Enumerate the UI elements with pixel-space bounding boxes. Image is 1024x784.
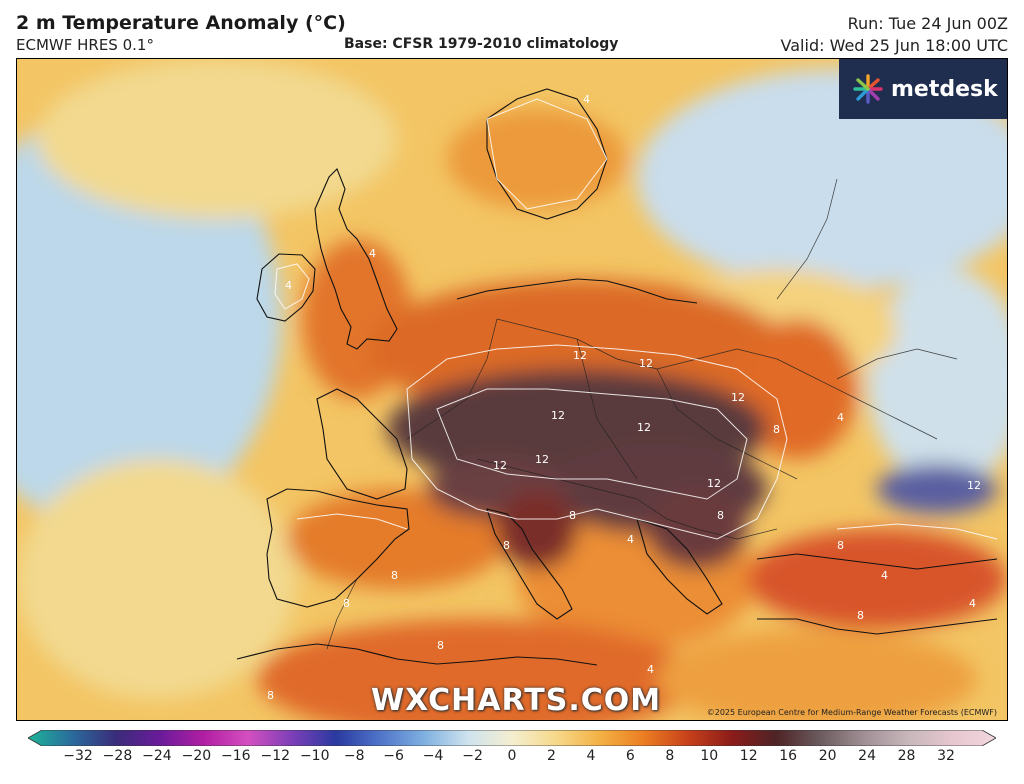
- colorbar-tick: 6: [625, 748, 635, 764]
- metdesk-logo[interactable]: metdesk: [839, 59, 1007, 119]
- anomaly-map[interactable]: 12 12 12 12 12 12 12 12 12 8 8 8 8 8 8 8…: [16, 58, 1008, 721]
- contour-label: 8: [391, 569, 398, 582]
- iberia-coast: [266, 488, 410, 608]
- north-africa-coast: [236, 643, 598, 666]
- contour-label: 12: [551, 409, 565, 422]
- italy-coast: [486, 508, 573, 620]
- wxcharts-watermark: WXCHARTS.COM: [371, 683, 662, 718]
- turkey-north-coast: [756, 553, 998, 570]
- contour-label: 12: [535, 453, 549, 466]
- turkey-south-coast: [757, 618, 998, 635]
- contour-label: 4: [369, 247, 376, 260]
- run-time-label: Run: Tue 24 Jun 00Z: [847, 14, 1008, 33]
- colorbar-tick: 10: [700, 748, 719, 764]
- colorbar-tick: 4: [586, 748, 596, 764]
- colorbar-tick: 2: [546, 748, 556, 764]
- chart-title: 2 m Temperature Anomaly (°C): [16, 12, 346, 34]
- contour-label: 12: [967, 479, 981, 492]
- colorbar-tick: 12: [739, 748, 758, 764]
- colorbar-tick: −28: [102, 748, 133, 764]
- model-label: ECMWF HRES 0.1°: [16, 36, 154, 54]
- colorbar-tick: 24: [858, 748, 876, 764]
- metdesk-logo-text: metdesk: [891, 76, 998, 102]
- contour-label: 12: [573, 349, 587, 362]
- balkans-coast: [636, 518, 723, 615]
- contour-label: 12: [707, 477, 721, 490]
- colorbar-tick: −8: [343, 748, 365, 764]
- colorbar-tick: −6: [383, 748, 404, 764]
- contour-label: 8: [437, 639, 444, 652]
- contour-label: 12: [731, 391, 745, 404]
- colorbar-tick-labels: −32 −28 −24 −20 −16 −12 −10 −8 −6 −4 −2 0 2 4 6 8 10 12 16…: [0, 748, 1024, 772]
- base-climatology-label: Base: CFSR 1979-2010 climatology: [344, 36, 619, 52]
- contour-label: 8: [717, 509, 724, 522]
- contour-label: 8: [857, 609, 864, 622]
- contour-label: 4: [583, 93, 590, 106]
- colorbar-tick: 16: [779, 748, 798, 764]
- contour-label-layer: 12 12 12 12 12 12 12 12 12 8 8 8 8 8 8 8…: [267, 93, 981, 702]
- contour-label: 8: [343, 597, 350, 610]
- valid-time-label: Valid: Wed 25 Jun 18:00 UTC: [780, 36, 1008, 55]
- contour-label: 4: [647, 663, 654, 676]
- colorbar-tick: −12: [260, 748, 291, 764]
- contour-label: 12: [637, 421, 651, 434]
- contour-label: 8: [267, 689, 274, 702]
- colorbar-tick: −4: [422, 748, 444, 764]
- country-borders: [326, 178, 958, 650]
- colorbar-tick: 28: [897, 748, 916, 764]
- contour-label: 4: [837, 411, 844, 424]
- contour-label: 4: [285, 279, 292, 292]
- colorbar-tick: −20: [181, 748, 212, 764]
- contour-label: 8: [569, 509, 576, 522]
- contour-label: 12: [639, 357, 653, 370]
- colorbar-tick: 0: [507, 748, 517, 764]
- colorbar-tick: −32: [63, 748, 93, 764]
- north-coast: [456, 278, 698, 304]
- france-west-coast: [316, 388, 408, 500]
- colorbar-tick: −2: [462, 748, 483, 764]
- contour-label: 8: [773, 423, 780, 436]
- contour-label: 4: [881, 569, 888, 582]
- ecmwf-copyright: ©2025 European Centre for Medium-Range W…: [706, 708, 997, 717]
- colorbar-tick: −24: [142, 748, 172, 764]
- contour-label: 12: [493, 459, 507, 472]
- map-canvas: 12 12 12 12 12 12 12 12 12 8 8 8 8 8 8 8…: [17, 59, 1007, 720]
- colorbar-tick: −16: [221, 748, 251, 764]
- contour-label: 8: [503, 539, 510, 552]
- contour-label: 8: [837, 539, 844, 552]
- colorbar-bar: [28, 730, 996, 746]
- contour-label: 4: [969, 597, 976, 610]
- great-britain-coast: [314, 168, 398, 350]
- colorbar-tick: 32: [937, 748, 955, 764]
- metdesk-burst-icon: [853, 74, 883, 104]
- contour-label: 4: [627, 533, 634, 546]
- colorbar-tick: 8: [665, 748, 675, 764]
- colorbar: [28, 730, 996, 746]
- contour-lines: [274, 98, 998, 540]
- colorbar-tick: −10: [299, 748, 330, 764]
- colorbar-tick: 20: [818, 748, 837, 764]
- ireland-coast: [256, 253, 316, 322]
